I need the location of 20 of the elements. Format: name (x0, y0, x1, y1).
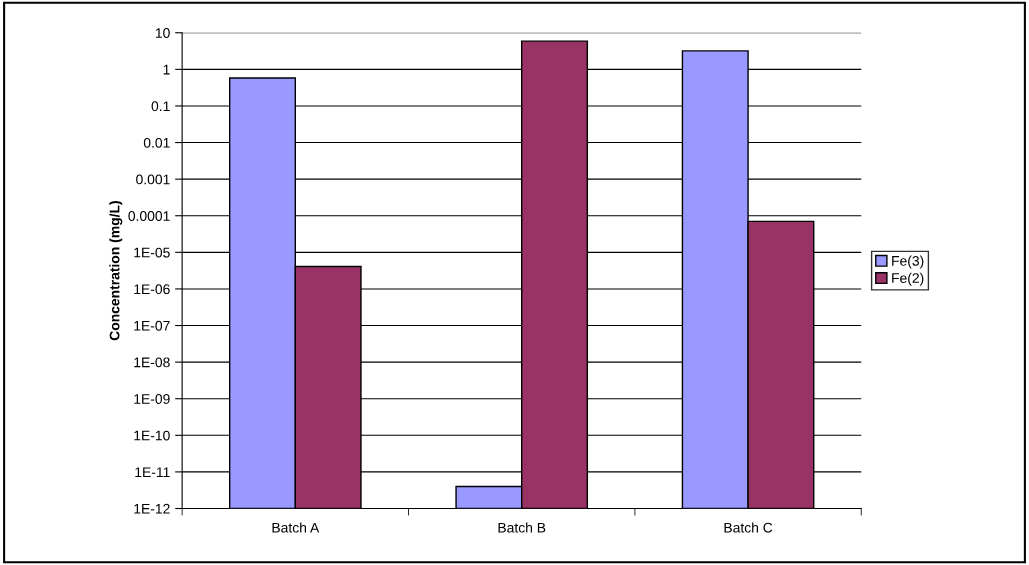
y-tick-label: 1E-08 (134, 357, 170, 368)
y-tick-label: 0.1 (151, 101, 170, 112)
y-tick-label: 1E-10 (134, 430, 170, 441)
legend-label: Fe(3) (892, 255, 924, 269)
y-tick-label: 1E-12 (134, 503, 170, 514)
x-tick-label: Batch B (498, 522, 546, 533)
y-tick-label: 0.01 (143, 137, 170, 148)
y-tick-label: 10 (155, 28, 170, 38)
x-tick-label: Batch A (272, 522, 320, 533)
y-axis-title: Concentration (mg/L) (109, 201, 123, 341)
y-tick-label: 1E-06 (134, 284, 170, 295)
legend-label: Fe(2) (892, 272, 924, 286)
y-tick-label: 1E-07 (134, 320, 170, 331)
y-tick-label: 1 (163, 64, 170, 75)
y-tick-label: 0.001 (136, 174, 170, 185)
x-tick-label: Batch C (724, 522, 773, 533)
y-tick-label: 0.0001 (128, 211, 170, 221)
y-tick-label: 1E-11 (135, 467, 170, 477)
y-tick-label: 1E-05 (134, 247, 170, 258)
y-tick-label: 1E-09 (134, 394, 170, 404)
